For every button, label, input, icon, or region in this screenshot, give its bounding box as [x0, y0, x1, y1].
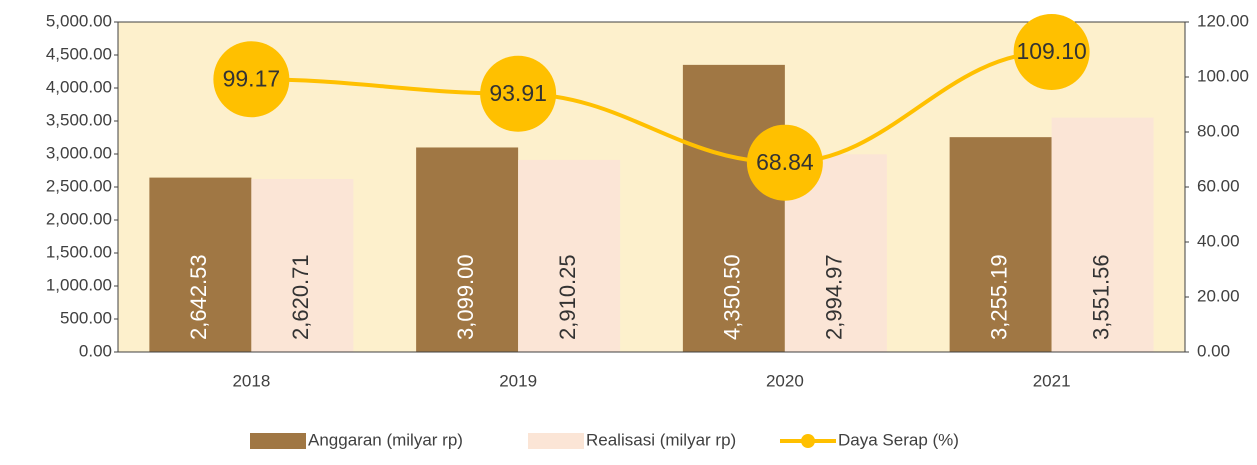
bar [518, 159, 621, 352]
y-tick-label: 2,000.00 [46, 209, 112, 228]
legend-label: Realisasi (milyar rp) [586, 430, 736, 449]
line-value-label: 109.10 [1016, 38, 1086, 64]
bar-value-label: 3,099.00 [453, 254, 478, 340]
y-tick-label: 4,000.00 [46, 77, 112, 96]
bar-value-label: 3,551.56 [1088, 254, 1113, 340]
x-tick-label: 2019 [499, 371, 537, 390]
y-tick-label: 4,500.00 [46, 44, 112, 63]
line-marker [1013, 13, 1090, 90]
y-tick-label: 0.00 [79, 341, 112, 360]
y2-tick-label: 120.00 [1197, 11, 1249, 30]
y-tick-label: 5,000.00 [46, 11, 112, 30]
legend-swatch [801, 434, 815, 448]
line-value-label: 93.91 [489, 80, 547, 106]
y-tick-label: 1,000.00 [46, 275, 112, 294]
bar [251, 179, 354, 352]
y-tick-label: 2,500.00 [46, 176, 112, 195]
line-marker [746, 124, 823, 201]
x-tick-label: 2018 [232, 371, 270, 390]
line-marker [480, 55, 557, 132]
legend-label: Daya Serap (%) [838, 430, 959, 449]
y-tick-label: 3,000.00 [46, 143, 112, 162]
line-value-label: 99.17 [223, 65, 281, 91]
bar-value-label: 3,255.19 [986, 254, 1011, 340]
bar-value-label: 2,910.25 [555, 254, 580, 340]
y2-tick-label: 60.00 [1197, 176, 1240, 195]
legend-swatch [250, 433, 306, 449]
line-marker [213, 41, 290, 118]
y2-tick-label: 100.00 [1197, 66, 1249, 85]
legend-swatch [528, 433, 584, 449]
y2-tick-label: 20.00 [1197, 286, 1240, 305]
line [251, 49, 1052, 165]
x-tick-label: 2020 [766, 371, 804, 390]
bar-value-label: 2,620.71 [288, 254, 313, 340]
bar [682, 64, 785, 352]
bar [949, 137, 1052, 352]
line-value-label: 68.84 [756, 149, 814, 175]
x-tick-label: 2021 [1033, 371, 1071, 390]
y-tick-label: 500.00 [60, 308, 112, 327]
bar-value-label: 4,350.50 [720, 254, 745, 340]
bar-value-label: 2,994.97 [822, 254, 847, 340]
bar [149, 177, 252, 352]
bar-value-label: 2,642.53 [186, 254, 211, 340]
y-tick-label: 3,500.00 [46, 110, 112, 129]
legend-label: Anggaran (milyar rp) [308, 430, 463, 449]
y-tick-label: 1,500.00 [46, 242, 112, 261]
y2-tick-label: 80.00 [1197, 121, 1240, 140]
bar [1051, 117, 1154, 352]
y2-tick-label: 0.00 [1197, 341, 1230, 360]
y2-tick-label: 40.00 [1197, 231, 1240, 250]
bar [416, 147, 519, 352]
